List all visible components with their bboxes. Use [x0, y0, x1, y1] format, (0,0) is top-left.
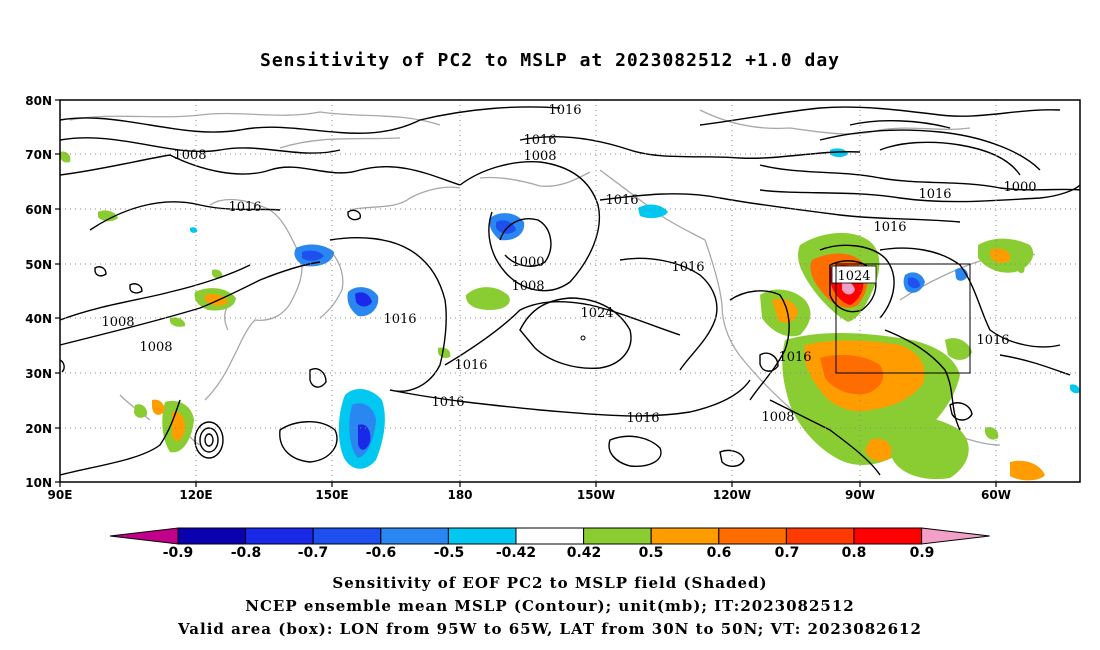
- colorbar-label: 0.6: [707, 545, 732, 561]
- colorbar-label: -0.5: [434, 545, 465, 561]
- caption-line-2: NCEP ensemble mean MSLP (Contour); unit(…: [245, 597, 855, 615]
- colorbar-label: -0.8: [231, 545, 262, 561]
- contour-label: 1000: [511, 255, 544, 270]
- colorbar-label: 0.8: [842, 545, 867, 561]
- caption-line-3: Valid area (box): LON from 95W to 65W, L…: [178, 620, 922, 638]
- colorbar-segment: [853, 527, 923, 545]
- colorbar-labels: -0.9 -0.8 -0.7 -0.6 -0.5 -0.42 0.42 0.5 …: [163, 545, 935, 561]
- contour-labels: 1016 1016 1008 1008 1016 1016 1016 1000 …: [101, 103, 1036, 426]
- latitude-labels: 80N 70N 60N 50N 40N 30N 20N 10N: [25, 94, 52, 490]
- contour-label: 1016: [523, 133, 556, 148]
- lon-label: 60W: [981, 488, 1011, 502]
- lon-label: 120W: [713, 488, 751, 502]
- lat-label: 70N: [25, 148, 52, 162]
- lon-label: 120E: [179, 488, 212, 502]
- contour-label: 1000: [1003, 180, 1036, 195]
- contour-label: 1016: [778, 350, 811, 365]
- valid-area-box: [835, 263, 971, 374]
- colorbar-label: 0.42: [567, 545, 602, 561]
- lat-label: 80N: [25, 94, 52, 108]
- lon-label: 150W: [577, 488, 615, 502]
- lat-label: 40N: [25, 312, 52, 326]
- colorbar-label: -0.42: [496, 545, 536, 561]
- colorbar-segment: [245, 527, 314, 545]
- contour-label: 1008: [761, 410, 794, 425]
- colorbar-segment: [785, 527, 855, 545]
- colorbar-segment: [312, 527, 382, 545]
- colorbar-end-high: [921, 527, 990, 545]
- colorbar-segment: [380, 527, 449, 545]
- contour-label: 1016: [626, 411, 659, 426]
- colorbar: [109, 527, 990, 545]
- lat-label: 50N: [25, 258, 52, 272]
- colorbar-segment: [177, 527, 247, 545]
- colorbar-label: 0.7: [775, 545, 800, 561]
- colorbar-label: 0.9: [910, 545, 935, 561]
- lon-label: 180: [447, 488, 472, 502]
- lat-label: 30N: [25, 367, 52, 381]
- longitude-labels: 90E 120E 150E 180 150W 120W 90W 60W: [48, 488, 1011, 502]
- colorbar-segment: [718, 527, 787, 545]
- contour-label: 1024: [580, 306, 613, 321]
- high-center-marker: [580, 335, 586, 341]
- contour-label: 1016: [873, 220, 906, 235]
- contour-label: 1016: [671, 260, 704, 275]
- contour-label: 1016: [383, 312, 416, 327]
- contour-label: 1008: [523, 149, 556, 164]
- contour-label: 1016: [976, 333, 1009, 348]
- chart-title: Sensitivity of PC2 to MSLP at 2023082512…: [259, 50, 840, 71]
- contour-label: 1016: [605, 193, 638, 208]
- colorbar-end-low: [109, 527, 179, 545]
- colorbar-label: -0.7: [298, 545, 329, 561]
- colorbar-segment: [515, 527, 585, 545]
- contour-label: 1008: [173, 148, 206, 163]
- colorbar-segment: [583, 527, 652, 545]
- mslp-contours: [59, 106, 1081, 476]
- lon-label: 90E: [48, 488, 73, 502]
- colorbar-label: -0.6: [366, 545, 397, 561]
- contour-label: 1008: [511, 279, 544, 294]
- contour-label: 1016: [918, 187, 951, 202]
- contour-label: 1008: [139, 340, 172, 355]
- caption-line-1: Sensitivity of EOF PC2 to MSLP field (Sh…: [332, 574, 768, 592]
- contour-label: 1016: [548, 103, 581, 118]
- colorbar-label: 0.5: [639, 545, 664, 561]
- colorbar-label: -0.9: [163, 545, 194, 561]
- lat-label: 20N: [25, 422, 52, 436]
- contour-label: 1008: [101, 315, 134, 330]
- contour-label: 1016: [431, 395, 464, 410]
- lat-label: 60N: [25, 203, 52, 217]
- contour-label: 1016: [228, 200, 261, 215]
- contour-label: 1024: [837, 269, 870, 284]
- contour-label: 1016: [454, 358, 487, 373]
- colorbar-segment: [650, 527, 720, 545]
- map-frame: [59, 99, 1081, 483]
- lon-label: 90W: [845, 488, 875, 502]
- lat-label: 10N: [25, 476, 52, 490]
- low-pressure-center: [194, 421, 224, 459]
- lon-label: 150E: [315, 488, 348, 502]
- axis-ticks: [55, 99, 997, 487]
- colorbar-segment: [447, 527, 517, 545]
- contour-label-box: [831, 265, 877, 284]
